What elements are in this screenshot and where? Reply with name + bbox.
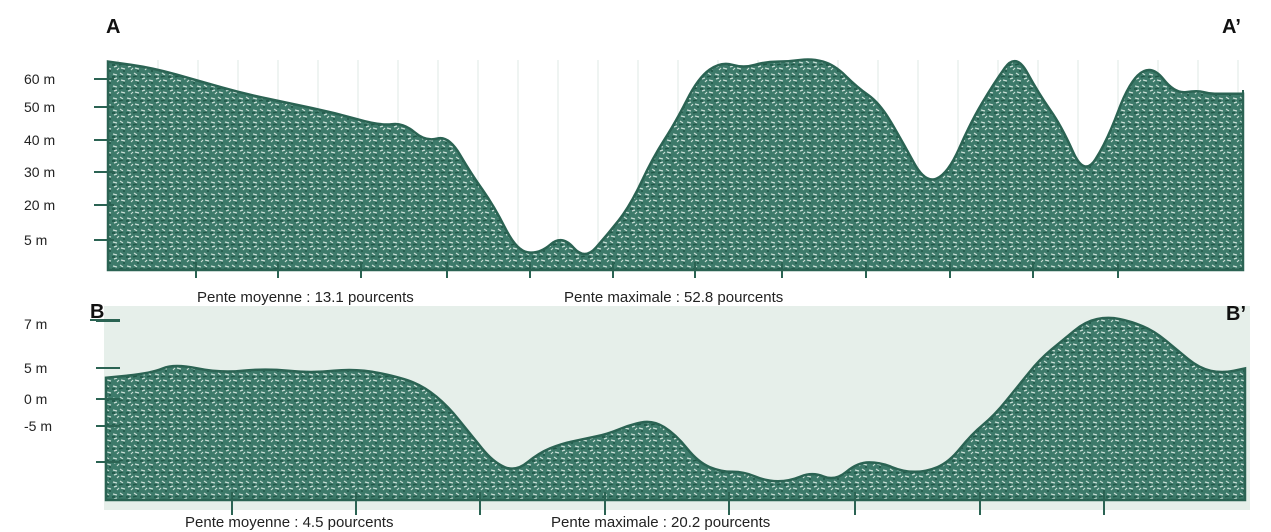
profile-b-end-label: B’ — [1226, 303, 1246, 325]
profile-a-y-tick-label: 50 m — [24, 99, 55, 115]
profile-a-mean-slope: Pente moyenne : 13.1 pourcents — [197, 289, 414, 306]
profile-a-y-tick-label: 60 m — [24, 71, 55, 87]
profile-a-y-tick-label: 40 m — [24, 132, 55, 148]
profile-a-y-tick-label: 20 m — [24, 197, 55, 213]
profile-b-y-axis: 7 m 5 m 0 m -5 m — [24, 316, 120, 463]
profile-a-start-label: A — [106, 16, 120, 38]
profile-b-x-ticks — [231, 492, 1105, 515]
profile-a-y-tick-label: 30 m — [24, 164, 55, 180]
profile-b-y-tick-label: 5 m — [24, 360, 47, 376]
profile-b-mean-slope: Pente moyenne : 4.5 pourcents — [185, 514, 393, 531]
profile-a-end-label: A’ — [1222, 16, 1241, 38]
profile-b-y-tick-label: -5 m — [24, 418, 52, 434]
profile-b-y-tick-label: 0 m — [24, 391, 47, 407]
profile-a-terrain-area — [106, 58, 1245, 272]
profile-a-x-ticks — [195, 262, 1119, 278]
profile-b-start-label: B — [90, 301, 104, 323]
profile-b-max-slope: Pente maximale : 20.2 pourcents — [551, 514, 770, 531]
profile-a-y-tick-label: 5 m — [24, 232, 47, 248]
profile-a-y-axis: 60 m 50 m 40 m 30 m 20 m 5 m — [24, 71, 114, 248]
profile-b-terrain-area — [104, 316, 1247, 502]
profile-a-max-slope: Pente maximale : 52.8 pourcents — [564, 289, 783, 306]
profile-a-chart: A A’ 60 m 50 m 40 m 30 m 20 m 5 m Pente … — [24, 16, 1245, 306]
profile-b-y-tick-label: 7 m — [24, 316, 47, 332]
profile-b-chart: B B’ 7 m 5 m 0 m -5 m Pente moyenne : 4.… — [24, 301, 1250, 531]
